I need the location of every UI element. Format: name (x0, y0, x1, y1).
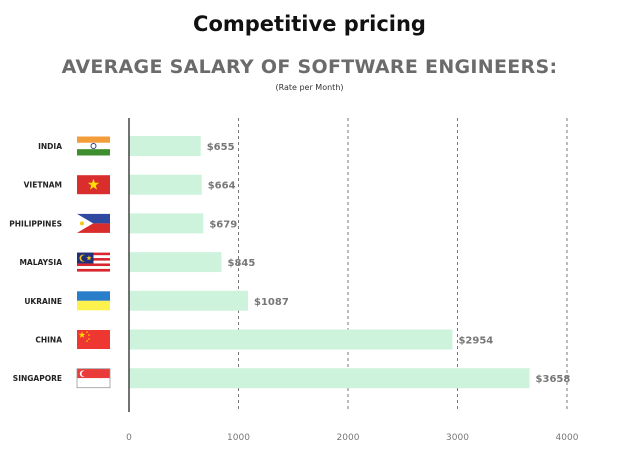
category-label: SINGAPORE (13, 374, 62, 383)
x-tick-label: 2000 (337, 433, 360, 443)
data-label: $655 (207, 142, 235, 153)
category-label: VIETNAM (24, 181, 62, 190)
data-label: $679 (209, 219, 237, 230)
data-label: $1087 (254, 297, 289, 308)
x-tick-label: 3000 (446, 433, 469, 443)
china-flag-icon (77, 330, 110, 349)
singapore-flag-icon (76, 368, 111, 389)
category-label: MALAYSIA (19, 258, 62, 267)
bar (129, 290, 249, 311)
bar (129, 252, 222, 273)
bar (129, 213, 204, 234)
chart-note: (Rate per Month) (275, 83, 344, 92)
data-label: $3658 (536, 374, 571, 385)
bar (129, 174, 202, 195)
philippines-flag-icon (77, 213, 110, 233)
x-tick-label: 0 (126, 433, 132, 443)
category-label: UKRAINE (24, 297, 62, 306)
data-label: $845 (228, 258, 256, 269)
x-tick-label: 1000 (227, 433, 250, 443)
india-flag-icon (77, 136, 110, 156)
data-label: $664 (208, 181, 236, 192)
x-tick-label: 4000 (556, 433, 579, 443)
bar (129, 136, 201, 156)
malaysia-flag-icon (77, 252, 110, 272)
vietnam-flag-icon (77, 175, 110, 195)
page-title: Competitive pricing (193, 12, 426, 36)
category-label: CHINA (35, 336, 62, 345)
category-label: PHILIPPINES (9, 219, 62, 228)
chart-title: AVERAGE SALARY OF SOFTWARE ENGINEERS: (61, 56, 558, 78)
category-label: INDIA (38, 142, 62, 151)
ukraine-flag-icon (77, 291, 110, 311)
bar (129, 368, 530, 389)
data-label: $2954 (458, 336, 493, 347)
bar (129, 329, 453, 350)
